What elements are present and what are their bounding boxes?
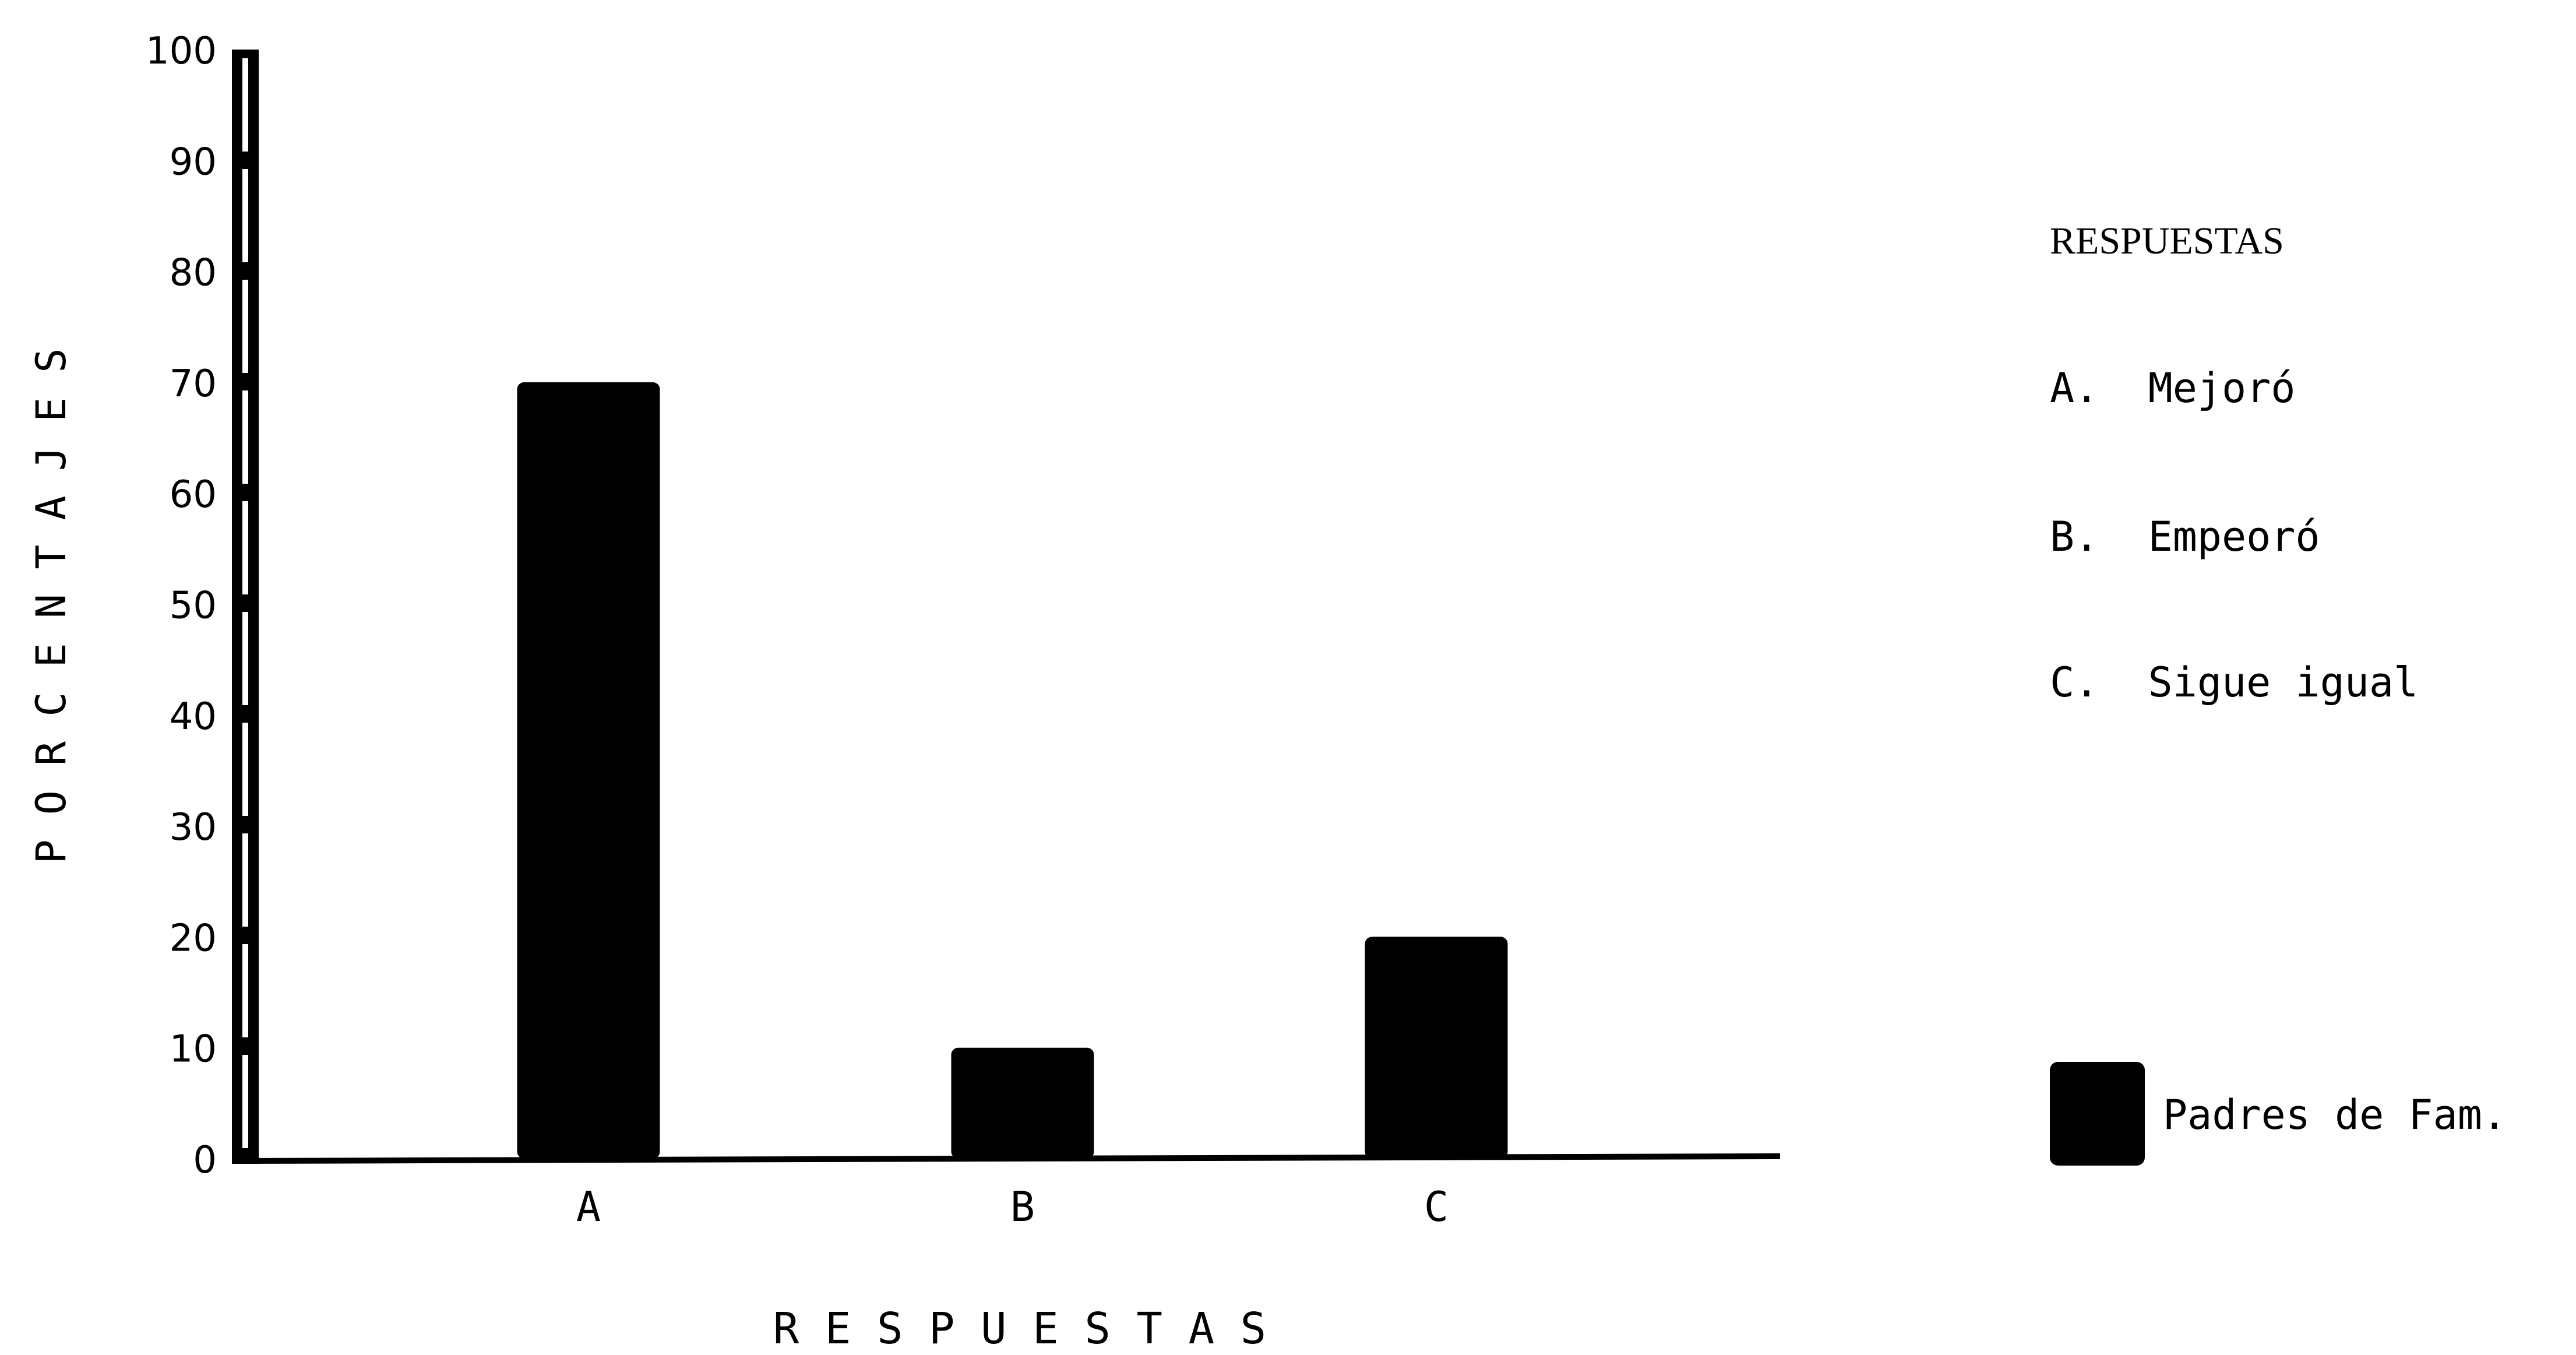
bar — [951, 1047, 1094, 1159]
y-tick-label: 100 — [146, 30, 217, 73]
legend-title: RESPUESTAS — [2050, 220, 2284, 262]
category-labels: A B C — [576, 1183, 1449, 1231]
y-tick-label: 0 — [193, 1139, 217, 1182]
y-axis-label: P O R C E N T A J E S — [27, 348, 75, 864]
x-tick-label: A — [576, 1183, 601, 1231]
y-tick-labels: 0 10 20 30 40 50 60 70 80 90 100 — [146, 30, 217, 1182]
x-tick-label: B — [1010, 1183, 1035, 1231]
x-axis-label: R E S P U E S T A S — [773, 1304, 1266, 1354]
legend-item: C. Sigue igual — [2050, 659, 2418, 706]
y-tick-label: 70 — [170, 362, 217, 406]
bar — [1365, 937, 1508, 1159]
x-tick-label: C — [1424, 1183, 1449, 1231]
y-tick-label: 90 — [170, 140, 217, 184]
legend-item: A. Mejoró — [2050, 364, 2295, 412]
y-tick-label: 40 — [170, 695, 217, 738]
y-tick-label: 80 — [170, 252, 217, 295]
y-tick-label: 30 — [170, 806, 217, 849]
legend-series-label: Padres de Fam. — [2163, 1091, 2507, 1139]
y-tick-label: 50 — [170, 585, 217, 628]
legend-item: B. Empeoró — [2050, 513, 2320, 561]
legend-swatch — [2050, 1062, 2145, 1166]
y-tick-label: 20 — [170, 917, 217, 960]
bars — [517, 382, 1508, 1159]
legend-items: A. Mejoró B. Empeoró C. Sigue igual — [2050, 364, 2418, 706]
y-tick-label: 10 — [170, 1028, 217, 1071]
y-tick-label: 60 — [170, 473, 217, 516]
bar — [517, 382, 660, 1159]
